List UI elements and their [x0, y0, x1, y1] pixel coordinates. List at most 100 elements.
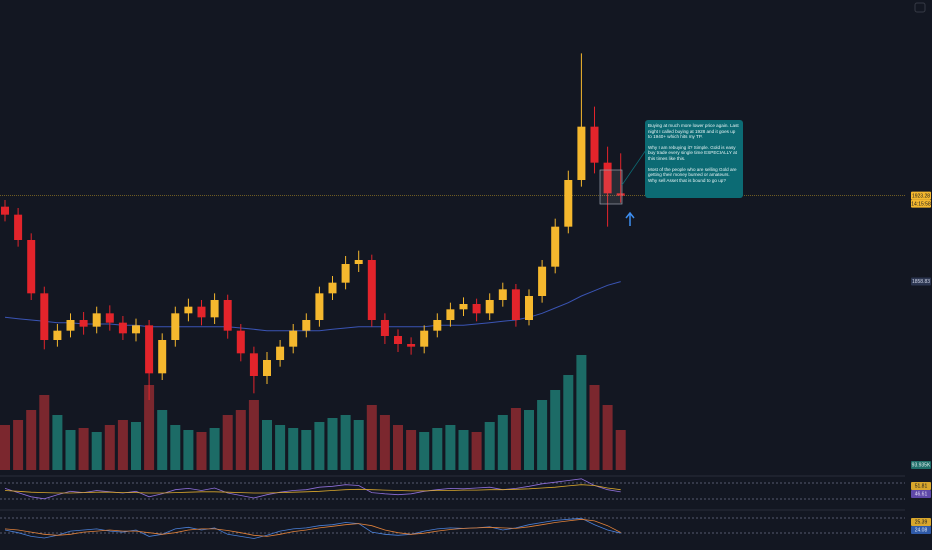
volume-bar [104, 425, 115, 470]
annotation-text: Most of the people who are selling Gold … [648, 166, 737, 183]
candle-body [616, 193, 625, 196]
candle-body [485, 300, 494, 314]
volume-bar [157, 410, 168, 470]
volume-bar [183, 430, 194, 470]
candle-body [171, 313, 180, 340]
candle-body [367, 260, 376, 320]
volume-bar [248, 400, 259, 470]
volume-bar [327, 418, 338, 470]
volume-bar [576, 355, 587, 470]
volume-bar [432, 428, 443, 470]
volume-bar [550, 390, 561, 470]
candle-body [420, 330, 429, 347]
annotation-box: Buying at much more lower price again. L… [645, 120, 743, 198]
volume-bar [602, 405, 613, 470]
scale-tag-bg [911, 461, 931, 469]
candle-body [394, 336, 402, 344]
scale-tag: 1858.83 [912, 279, 930, 285]
candle-body [498, 289, 507, 300]
candle-body [590, 126, 599, 163]
candle-body [197, 306, 206, 318]
scale-tag: 46.61 [915, 492, 928, 498]
volume-bar [393, 425, 403, 470]
oscillator-line [4, 517, 621, 539]
volume-bar [209, 428, 220, 470]
volume-bar [235, 410, 246, 470]
oscillator-line [4, 484, 621, 494]
up-arrow [625, 211, 635, 226]
candle-body [236, 330, 245, 354]
volume-bar [78, 428, 89, 470]
scale-tag-bg [911, 277, 931, 286]
candle-body [1, 206, 9, 215]
candle-body [511, 289, 520, 320]
candle-body [210, 300, 219, 318]
volume-bar [340, 415, 351, 470]
volume-bar [563, 375, 574, 470]
scale-tag-bg [911, 482, 931, 490]
volume-bar [366, 405, 377, 470]
volume-bar [353, 420, 364, 470]
scale-tag: 14:15:58 [911, 201, 931, 207]
candle-body [341, 264, 350, 283]
volume-bar [301, 430, 312, 470]
volume-bar [458, 430, 469, 470]
volume-bar [379, 415, 390, 470]
scale-tag: 51.81 [915, 484, 928, 490]
candle-body [223, 300, 232, 331]
volume-bar [26, 410, 37, 470]
candle-body [538, 266, 547, 296]
annotation-text: Buying at much more lower price again. L… [648, 123, 739, 140]
oscillator-line [4, 478, 621, 500]
candle-body [184, 306, 193, 314]
scale-tag-bg [911, 191, 931, 200]
volume-bar [445, 425, 456, 470]
volume-bar [13, 420, 24, 470]
scale-tag: 93.935K [912, 463, 931, 469]
candle-body [132, 325, 140, 334]
scale-tag: 1923.28 [912, 193, 930, 199]
candle-body [79, 320, 88, 327]
annotation-pointer [621, 149, 647, 186]
oscillator-line [4, 518, 621, 537]
volume-bar [39, 395, 50, 470]
candle-body [603, 162, 612, 194]
volume-bar [131, 422, 141, 470]
volume-bar [419, 432, 430, 470]
volume-bar [144, 385, 155, 470]
volume-bar [275, 425, 286, 470]
candle-body [472, 304, 481, 314]
volume-bar [196, 432, 207, 470]
candle-body [459, 304, 468, 310]
volume-bar [288, 428, 299, 470]
volume-bar [589, 385, 600, 470]
camera-icon[interactable] [914, 2, 926, 13]
volume-bar [52, 415, 63, 470]
candle-body [380, 320, 389, 336]
volume-bar [0, 425, 10, 470]
annotation-text: Why I am rebuying it? Simple. Gold is ea… [648, 144, 737, 161]
candle-body [551, 226, 560, 267]
volume-bar [497, 415, 508, 470]
candle-body [53, 330, 62, 340]
volume-bar [615, 430, 626, 470]
candle-body [577, 126, 586, 180]
scale-tag: 24.08 [915, 528, 928, 534]
candle-body [118, 322, 127, 334]
candle-body [105, 313, 114, 323]
volume-bar [484, 422, 495, 470]
candle-body [27, 240, 36, 294]
volume-bar [117, 420, 128, 470]
candle-body [40, 293, 49, 340]
volume-bar [510, 408, 521, 470]
candle-body [407, 344, 416, 347]
candle-body [446, 309, 455, 320]
volume-bar [170, 425, 181, 470]
scale-tag-bg [911, 518, 931, 526]
candle-body [433, 320, 442, 331]
volume-bar [406, 430, 417, 470]
volume-bar [471, 432, 482, 470]
